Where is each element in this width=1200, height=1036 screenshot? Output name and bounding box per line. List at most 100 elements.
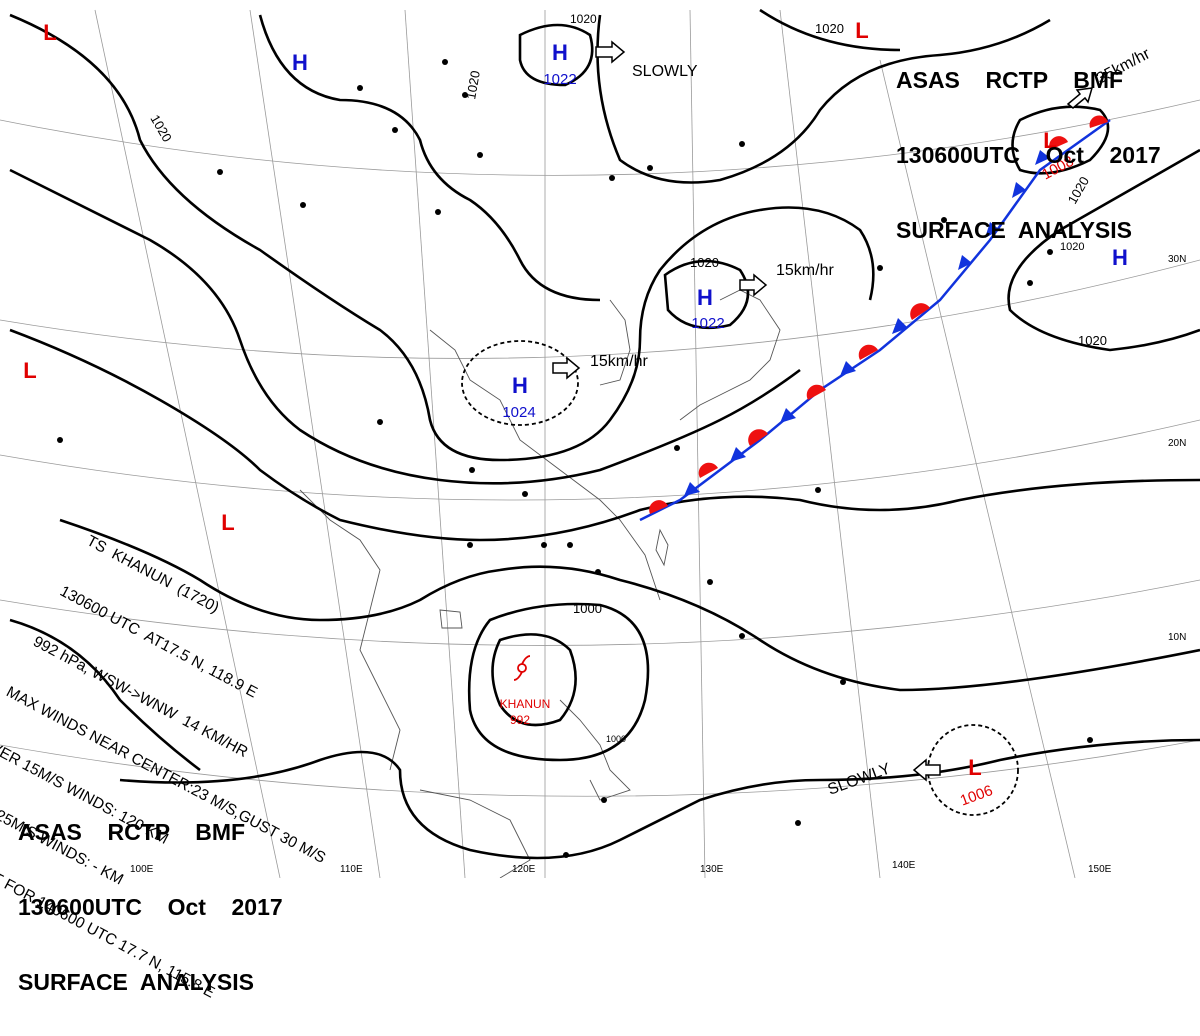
korea-peninsula <box>599 299 631 386</box>
isobar-north2 <box>759 8 901 52</box>
isobar-label: 1020 <box>570 12 597 26</box>
station-dot <box>707 579 713 585</box>
graticule <box>0 9 1200 878</box>
station-dot <box>377 419 383 425</box>
station-dot <box>435 209 441 215</box>
pressure-centers: H H H H H L L L L L L <box>23 18 1128 780</box>
motion-label: 15km/hr <box>776 262 834 279</box>
low-symbol: L <box>968 755 981 780</box>
front-line <box>639 118 1111 522</box>
cold-front-triangle <box>985 222 1000 238</box>
isobar-label: 1020 <box>1078 333 1107 348</box>
header-line: ASAS RCTP BMF <box>896 67 1124 93</box>
cold-front-triangle <box>840 361 856 376</box>
indochina-coast <box>299 489 401 771</box>
station-dot <box>1087 737 1093 743</box>
station-dot <box>57 437 63 443</box>
motion-label: SLOWLY <box>826 760 894 798</box>
parallel-line <box>0 259 1200 359</box>
high-symbol: H <box>552 40 568 65</box>
station-dot <box>1047 249 1053 255</box>
isobar <box>119 738 1200 860</box>
station-dot <box>840 679 846 685</box>
cold-front-triangle <box>958 255 972 270</box>
high-symbol: H <box>697 285 713 310</box>
motion-arrow-icon <box>912 758 941 782</box>
motion-arrow-icon <box>739 273 768 297</box>
meridian-line <box>404 9 466 878</box>
meridian-line <box>879 59 1076 878</box>
station-dot <box>877 265 883 271</box>
station-dot <box>522 491 528 497</box>
motion-arrow-icon <box>1066 87 1094 109</box>
high-1024-envelope <box>461 340 579 426</box>
high-symbol: H <box>292 50 308 75</box>
station-dot <box>674 445 680 451</box>
weather-map: H H H H H L L L L L L 1022 SLOWLY 1022 1… <box>0 8 1200 878</box>
station-dot <box>467 542 473 548</box>
cold-front-triangle <box>780 408 796 423</box>
low-symbol: L <box>221 510 234 535</box>
taiwan <box>655 528 669 567</box>
latitude-label: 20N <box>1168 438 1186 449</box>
header-top: ASAS RCTP BMF 130600UTC Oct 2017 SURFACE… <box>896 18 1161 268</box>
isobar-north <box>596 14 1051 184</box>
cold-front-triangle <box>684 482 700 496</box>
high-pressure-value: 1024 <box>502 404 535 421</box>
station-dot <box>739 141 745 147</box>
meridian-line <box>94 9 281 878</box>
station-dot <box>477 152 483 158</box>
stationary-front <box>639 115 1111 522</box>
station-dot <box>217 169 223 175</box>
longitude-label: 110E <box>340 864 363 875</box>
isobar-label: 1020 <box>815 21 844 36</box>
header-line: 130600UTC Oct 2017 <box>896 142 1161 168</box>
china-coast <box>429 329 661 601</box>
isobar-1000 <box>467 602 650 762</box>
isobar-label: 1020 <box>147 112 174 145</box>
warm-front-scallop <box>649 500 668 514</box>
warm-front-scallop <box>698 462 718 478</box>
motion-arrow-icon <box>552 356 581 380</box>
cold-front-triangle <box>892 318 908 334</box>
isobar-label: 1020 <box>1060 241 1084 253</box>
station-dot <box>392 127 398 133</box>
low-symbol: L <box>43 20 56 45</box>
parallel-line <box>0 739 1200 797</box>
longitude-label: 120E <box>512 864 536 875</box>
dashed-systems <box>461 340 1019 816</box>
header-line: ASAS RCTP BMF <box>18 819 246 845</box>
longitude-label: 140E <box>892 860 916 871</box>
motion-label: SLOWLY <box>632 63 698 80</box>
philippines <box>559 699 631 801</box>
station-dot <box>563 852 569 858</box>
station-dot <box>815 487 821 493</box>
warm-front-scallop <box>910 303 930 320</box>
station-dot <box>795 820 801 826</box>
high-pressure-value: 1022 <box>543 71 576 88</box>
station-dot <box>941 217 947 223</box>
isobars <box>9 8 1200 860</box>
high-pressure-value: 1022 <box>691 315 724 332</box>
motion-arrow-icon <box>595 40 626 64</box>
isobar <box>9 13 875 462</box>
low-symbol: L <box>23 358 36 383</box>
typhoon-pressure: 992 <box>510 713 530 727</box>
parallel-line <box>0 419 1200 501</box>
high-symbol: H <box>512 373 528 398</box>
coastlines <box>299 289 781 878</box>
station-dot <box>442 59 448 65</box>
isobar-label: 1000 <box>606 734 626 744</box>
station-dot <box>300 202 306 208</box>
station-dot <box>357 85 363 91</box>
station-dot <box>609 175 615 181</box>
isobar-1020-east <box>1007 148 1200 352</box>
graticule-labels: 30N 20N 10N 100E 110E 120E 130E 140E 150… <box>130 254 1186 875</box>
longitude-label: 100E <box>130 864 154 875</box>
station-dot <box>462 92 468 98</box>
motion-arrows <box>552 40 1094 782</box>
station-dot <box>595 569 601 575</box>
pressure-values: 1022 SLOWLY 1022 15km/hr 1024 15km/hr 10… <box>500 45 1154 809</box>
station-dot <box>541 542 547 548</box>
typhoon-symbol-icon <box>513 655 531 681</box>
